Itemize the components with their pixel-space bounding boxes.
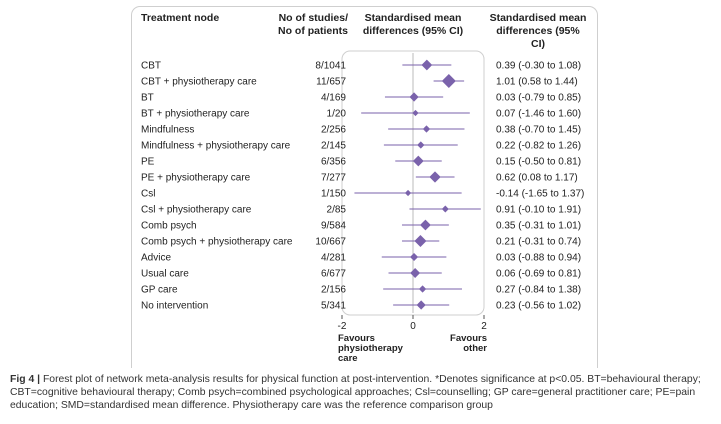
estimate-marker xyxy=(422,125,431,133)
estimate-marker xyxy=(441,74,456,88)
forest-row: CBT 8/1041 0.39 (-0.30 to 1.08) xyxy=(141,59,581,72)
treatment-node-label: Mindfulness xyxy=(141,125,194,136)
treatment-node-label: CBT xyxy=(141,61,161,72)
forest-plot: CBT 8/1041 0.39 (-0.30 to 1.08) CBT + physi… xyxy=(141,50,584,364)
smd-ci-value: 0.39 (-0.30 to 1.08) xyxy=(496,61,581,72)
treatment-node-label: Comb psych xyxy=(141,221,197,232)
forest-row: Mindfulness 2/256 0.38 (-0.70 to 1.45) xyxy=(141,125,581,136)
studies-patients-value: 1/20 xyxy=(327,109,347,120)
estimate-marker xyxy=(412,109,419,117)
treatment-node-label: Csl + physiotherapy care xyxy=(141,205,252,216)
studies-patients-value: 7/277 xyxy=(321,173,346,184)
forest-row: PE + physiotherapy care 7/277 0.62 (0.08 t… xyxy=(141,171,578,184)
caption-text: Forest plot of network meta-analysis res… xyxy=(10,374,701,411)
treatment-node-label: Mindfulness + physiotherapy care xyxy=(141,141,291,152)
smd-ci-value: 0.21 (-0.31 to 0.74) xyxy=(496,237,581,248)
caption-label: Fig 4 | xyxy=(10,374,43,385)
treatment-node-label: Usual care xyxy=(141,269,189,280)
smd-ci-value: 0.27 (-0.84 to 1.38) xyxy=(496,285,581,296)
smd-ci-value: 0.23 (-0.56 to 1.02) xyxy=(496,301,581,312)
smd-ci-value: 0.38 (-0.70 to 1.45) xyxy=(496,125,581,136)
smd-ci-value: 0.03 (-0.88 to 0.94) xyxy=(496,253,581,264)
forest-row: Csl + physiotherapy care 2/85 0.91 (-0.10 … xyxy=(141,205,581,216)
estimate-marker xyxy=(418,285,427,293)
studies-patients-value: 2/145 xyxy=(321,141,346,152)
x-tick-label: -2 xyxy=(338,321,347,332)
favours-right-label: Favours other xyxy=(450,333,487,354)
estimate-marker xyxy=(416,300,426,310)
studies-patients-value: 4/281 xyxy=(321,253,346,264)
smd-ci-value: 1.01 (0.58 to 1.44) xyxy=(496,77,578,88)
treatment-node-label: GP care xyxy=(141,285,178,296)
studies-patients-value: 10/667 xyxy=(315,237,346,248)
treatment-node-label: BT xyxy=(141,93,154,104)
forest-row: Advice 4/281 0.03 (-0.88 to 0.94) xyxy=(141,253,581,264)
forest-row: No intervention 5/341 0.23 (-0.56 to 1.02) xyxy=(141,300,581,312)
forest-row: Usual care 6/677 0.06 (-0.69 to 0.81) xyxy=(141,268,581,280)
forest-row: CBT + physiotherapy care 11/657 1.01 (0.58… xyxy=(141,74,578,88)
header-treatment-node: Treatment node xyxy=(141,12,220,24)
forest-row: Csl 1/150 -0.14 (-1.65 to 1.37) xyxy=(141,189,584,200)
smd-ci-value: 0.07 (-1.46 to 1.60) xyxy=(496,109,581,120)
treatment-node-label: PE xyxy=(141,157,155,168)
studies-patients-value: 2/256 xyxy=(321,125,346,136)
studies-patients-value: 2/156 xyxy=(321,285,346,296)
forest-row: Mindfulness + physiotherapy care 2/145 0.2… xyxy=(141,141,581,152)
estimate-marker xyxy=(429,171,441,183)
smd-ci-value: 0.22 (-0.82 to 1.26) xyxy=(496,141,581,152)
smd-ci-value: 0.06 (-0.69 to 0.81) xyxy=(496,269,581,280)
favours-left-label: Favours physiotherapy care xyxy=(338,333,404,364)
smd-ci-value: -0.14 (-1.65 to 1.37) xyxy=(496,189,584,200)
x-tick-label: 0 xyxy=(410,321,416,332)
studies-patients-value: 5/341 xyxy=(321,301,346,312)
figure-frame xyxy=(131,6,598,368)
treatment-node-label: No intervention xyxy=(141,301,208,312)
forest-row: BT + physiotherapy care 1/20 0.07 (-1.46 t… xyxy=(141,109,581,120)
forest-row: PE 6/356 0.15 (-0.50 to 0.81) xyxy=(141,155,581,168)
treatment-node-label: BT + physiotherapy care xyxy=(141,109,250,120)
forest-row: Comb psych + physiotherapy care 10/667 0.2… xyxy=(141,234,581,248)
x-tick-label: 2 xyxy=(481,321,487,332)
estimate-marker xyxy=(421,59,433,71)
treatment-node-label: CBT + physiotherapy care xyxy=(141,77,257,88)
treatment-node-label: PE + physiotherapy care xyxy=(141,173,251,184)
estimate-marker xyxy=(414,234,427,248)
estimate-marker xyxy=(412,155,424,167)
studies-patients-value: 2/85 xyxy=(327,205,347,216)
header-smd-values: Standardised mean differences (95% CI) xyxy=(489,12,587,50)
smd-ci-value: 0.15 (-0.50 to 0.81) xyxy=(496,157,581,168)
estimate-marker xyxy=(410,252,419,262)
forest-row: Comb psych 9/584 0.35 (-0.31 to 1.01) xyxy=(141,219,581,232)
smd-ci-value: 0.35 (-0.31 to 1.01) xyxy=(496,221,581,232)
studies-patients-value: 1/150 xyxy=(321,189,346,200)
header-studies-patients: No of studies/ No of patients xyxy=(278,12,348,37)
studies-patients-value: 11/657 xyxy=(316,77,346,88)
estimate-marker xyxy=(441,205,449,213)
estimate-marker xyxy=(410,268,421,278)
treatment-node-label: Comb psych + physiotherapy care xyxy=(141,237,293,248)
smd-ci-value: 0.03 (-0.79 to 0.85) xyxy=(496,93,581,104)
studies-patients-value: 4/169 xyxy=(321,93,346,104)
estimate-marker xyxy=(409,92,419,102)
smd-ci-value: 0.91 (-0.10 to 1.91) xyxy=(496,205,581,216)
estimate-marker xyxy=(420,219,431,231)
forest-row: BT 4/169 0.03 (-0.79 to 0.85) xyxy=(141,92,581,104)
studies-patients-value: 6/677 xyxy=(321,269,346,280)
studies-patients-value: 6/356 xyxy=(321,157,346,168)
figure-caption: Fig 4 | Forest plot of network meta-anal… xyxy=(10,373,712,412)
treatment-node-label: Csl xyxy=(141,189,155,200)
estimate-marker xyxy=(404,189,412,197)
forest-row: GP care 2/156 0.27 (-0.84 to 1.38) xyxy=(141,285,581,296)
studies-patients-value: 8/1041 xyxy=(315,61,346,72)
header-smd-plot: Standardised mean differences (95% CI) xyxy=(362,12,464,37)
treatment-node-label: Advice xyxy=(141,253,171,264)
studies-patients-value: 9/584 xyxy=(321,221,346,232)
smd-ci-value: 0.62 (0.08 to 1.17) xyxy=(496,173,578,184)
estimate-marker xyxy=(417,141,425,149)
